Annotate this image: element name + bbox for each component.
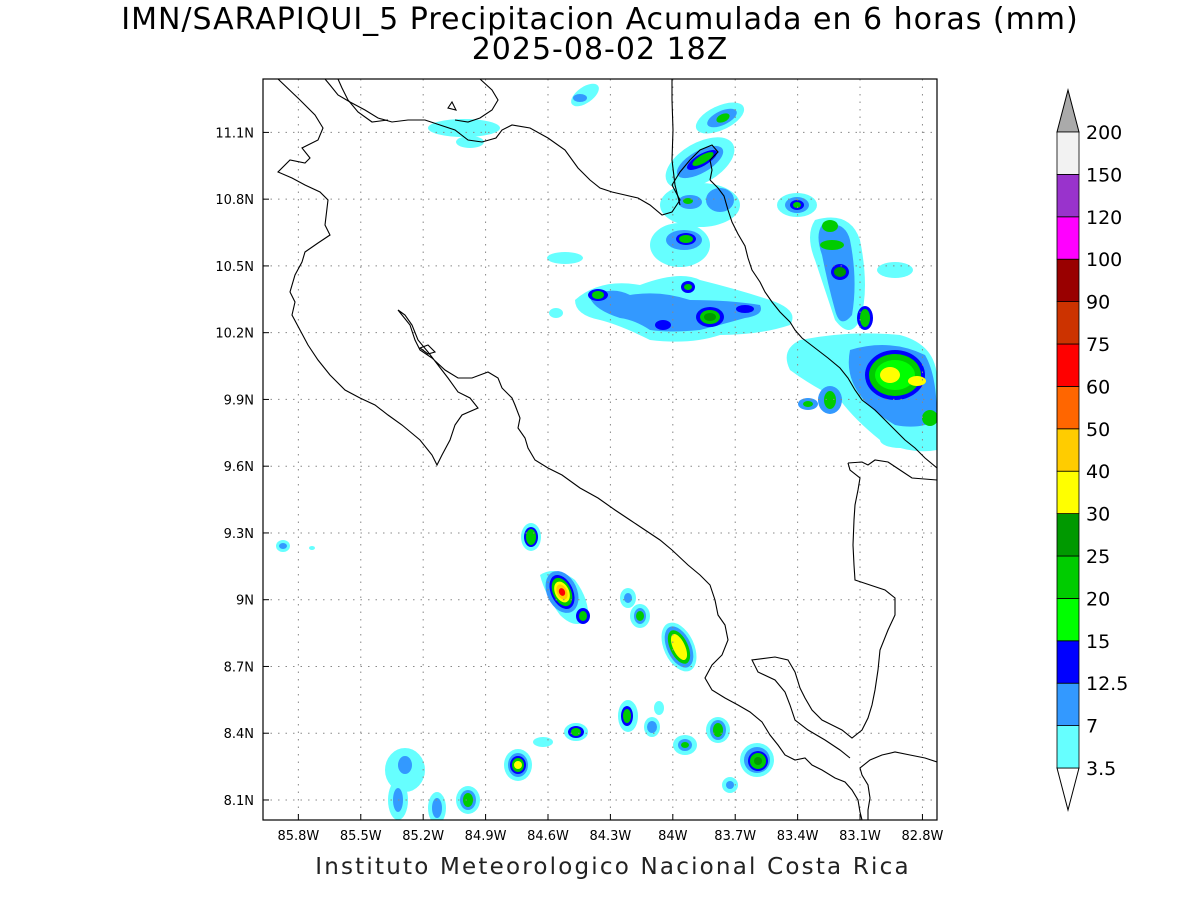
colorbar-swatch bbox=[1056, 258, 1080, 303]
colorbar-swatch bbox=[1056, 513, 1080, 557]
precip-cell bbox=[504, 749, 532, 781]
precipitation-field bbox=[276, 83, 937, 820]
colorbar-swatch bbox=[1056, 725, 1080, 769]
colorbar-level-label: 25 bbox=[1086, 546, 1110, 568]
colorbar-swatch bbox=[1056, 470, 1080, 515]
colorbar-level-label: 90 bbox=[1086, 292, 1110, 314]
precip-cell bbox=[722, 743, 774, 793]
colorbar-level-label: 200 bbox=[1086, 122, 1122, 144]
lon-tick-label: 84.9W bbox=[465, 829, 507, 844]
colorbar-level-label: 120 bbox=[1086, 207, 1122, 229]
lat-tick-label: 8.1N bbox=[224, 794, 254, 809]
colorbar-level-label: 20 bbox=[1086, 588, 1110, 610]
latitude-axis: 11.1N 10.8N 10.5N 10.2N 9.9N 9.6N 9.3N 9N 8.7N 8.… bbox=[215, 126, 269, 809]
precip-cell bbox=[549, 276, 793, 342]
precip-cell bbox=[665, 137, 735, 189]
colorbar-swatch bbox=[1056, 555, 1080, 599]
colorbar-swatch bbox=[1056, 640, 1080, 684]
lat-tick-label: 10.2N bbox=[215, 327, 254, 342]
precip-cell bbox=[673, 717, 730, 755]
colorbar-swatch bbox=[1056, 682, 1080, 727]
colorbar-level-label: 60 bbox=[1086, 376, 1110, 398]
colorbar-level-label: 100 bbox=[1086, 249, 1122, 271]
lat-tick-label: 8.4N bbox=[224, 727, 254, 742]
map-subtitle-date: 2025-08-02 18Z bbox=[471, 32, 729, 67]
colorbar-under-triangle bbox=[1056, 767, 1080, 812]
colorbar-swatch bbox=[1056, 301, 1080, 345]
precip-cell bbox=[695, 102, 745, 134]
colorbar-swatch bbox=[1056, 131, 1080, 175]
lat-tick-label: 9.9N bbox=[224, 393, 254, 408]
precip-cell bbox=[547, 223, 710, 267]
colorbar-level-label: 30 bbox=[1086, 504, 1110, 526]
colorbar-swatch bbox=[1056, 343, 1080, 387]
institution-footer: Instituto Meteorologico Nacional Costa R… bbox=[315, 854, 911, 880]
lon-tick-label: 85.5W bbox=[340, 829, 382, 844]
colorbar-level-label: 12.5 bbox=[1086, 673, 1128, 695]
colorbar-level-label: 15 bbox=[1086, 631, 1110, 653]
lon-tick-label: 83.1W bbox=[839, 829, 881, 844]
lon-tick-label: 82.8W bbox=[902, 829, 944, 844]
lon-tick-label: 85.8W bbox=[277, 829, 319, 844]
lat-tick-label: 9.3N bbox=[224, 527, 254, 542]
precip-cell bbox=[521, 523, 541, 551]
precip-cell bbox=[661, 622, 697, 672]
colorbar-level-label: 7 bbox=[1086, 716, 1098, 738]
map-frame bbox=[262, 78, 938, 821]
longitude-axis: 85.8W 85.5W 85.2W 84.9W 84.6W 84.3W 84W 83.7W 83… bbox=[277, 814, 943, 844]
lat-tick-label: 11.1N bbox=[215, 126, 254, 141]
colorbar-legend: 3.5 7 12.5 15 20 25 30 40 50 60 75 90 100 120 150 200 bbox=[1056, 88, 1128, 812]
precip-cell bbox=[428, 83, 599, 148]
map-title: IMN/SARAPIQUI_5 Precipitacion Acumulada … bbox=[121, 2, 1079, 37]
map-grid bbox=[263, 79, 937, 820]
precip-cell bbox=[620, 588, 650, 628]
precip-cell bbox=[777, 193, 817, 217]
precip-cell bbox=[276, 540, 315, 552]
precip-cell bbox=[533, 700, 664, 747]
lat-tick-label: 9N bbox=[236, 594, 254, 609]
colorbar-level-label: 150 bbox=[1086, 164, 1122, 186]
lon-tick-label: 85.2W bbox=[402, 829, 444, 844]
colorbar-swatch bbox=[1056, 598, 1080, 642]
precip-cell bbox=[810, 217, 913, 330]
colorbar-swatch bbox=[1056, 216, 1080, 260]
colorbar-level-label: 75 bbox=[1086, 334, 1110, 356]
lon-tick-label: 84.6W bbox=[527, 829, 569, 844]
precip-cell bbox=[660, 183, 740, 227]
colorbar-swatch bbox=[1056, 173, 1080, 218]
colorbar-swatch bbox=[1056, 428, 1080, 472]
lat-tick-label: 9.6N bbox=[224, 460, 254, 475]
lat-tick-label: 10.8N bbox=[215, 193, 254, 208]
lon-tick-label: 83.4W bbox=[777, 829, 819, 844]
colorbar-level-label: 40 bbox=[1086, 461, 1110, 483]
colorbar-over-triangle bbox=[1056, 88, 1080, 133]
precip-cell bbox=[540, 571, 590, 624]
lon-tick-label: 84W bbox=[658, 829, 688, 844]
precip-cell bbox=[385, 748, 480, 820]
coastline bbox=[277, 79, 937, 820]
lat-tick-label: 8.7N bbox=[224, 660, 254, 675]
lon-tick-label: 83.7W bbox=[714, 829, 756, 844]
lat-tick-label: 10.5N bbox=[215, 260, 254, 275]
colorbar-level-label: 3.5 bbox=[1086, 758, 1116, 780]
colorbar-swatch bbox=[1056, 385, 1080, 430]
precip-cell bbox=[786, 333, 937, 452]
lon-tick-label: 84.3W bbox=[589, 829, 631, 844]
colorbar-level-label: 50 bbox=[1086, 419, 1110, 441]
